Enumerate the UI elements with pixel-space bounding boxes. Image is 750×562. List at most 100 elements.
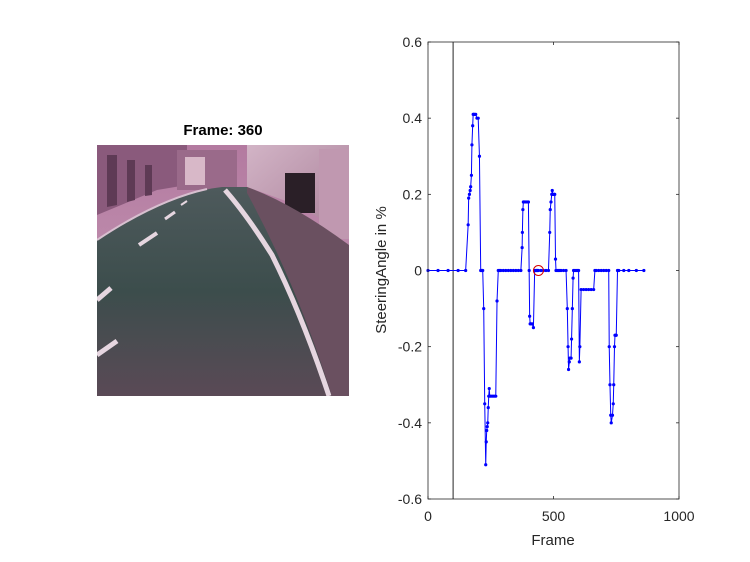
lane-dash	[97, 338, 119, 358]
right-lane-line	[223, 188, 332, 396]
data-point	[622, 268, 626, 273]
data-point	[468, 188, 472, 193]
data-point	[539, 268, 543, 273]
data-point	[520, 230, 524, 235]
left-buildings	[97, 145, 187, 215]
data-point	[494, 394, 498, 398]
data-point	[536, 268, 541, 273]
lane-dash	[180, 200, 188, 206]
data-point	[577, 360, 581, 364]
y-tick-label: -0.4	[398, 415, 422, 431]
data-point	[599, 268, 603, 273]
data-point	[482, 306, 486, 311]
data-point	[611, 402, 615, 406]
y-tick-label: 0.2	[403, 186, 423, 202]
data-point	[569, 337, 574, 341]
data-point	[528, 314, 532, 318]
right-floor	[247, 187, 349, 396]
data-point	[548, 230, 552, 235]
y-axis-label: SteeringAngle in %	[373, 206, 390, 334]
data-point	[501, 268, 505, 273]
data-point	[566, 345, 570, 349]
data-point	[471, 124, 475, 128]
frame-title: Frame: 360	[183, 122, 263, 139]
data-point	[579, 287, 583, 292]
data-point	[582, 287, 586, 292]
lane-dash	[97, 286, 113, 302]
data-point	[569, 356, 573, 360]
data-point	[436, 268, 440, 273]
data-point	[604, 268, 608, 273]
data-point	[634, 268, 638, 273]
data-point	[561, 268, 566, 273]
x-tick-label: 500	[542, 508, 566, 524]
data-point	[553, 257, 558, 261]
data-point	[548, 207, 552, 212]
data-point	[592, 287, 596, 292]
data-point	[467, 192, 472, 196]
data-point	[589, 287, 593, 292]
data-point	[553, 192, 557, 196]
data-point	[609, 421, 613, 425]
data-point	[520, 246, 524, 250]
current-frame-marker	[532, 265, 544, 276]
data-point	[617, 268, 621, 273]
data-point	[485, 425, 489, 429]
left-curb-line	[97, 188, 208, 241]
data-point	[608, 383, 612, 387]
data-point	[506, 268, 510, 273]
data-point	[521, 207, 525, 212]
data-point	[487, 386, 491, 391]
data-point	[531, 326, 536, 330]
data-point	[642, 268, 646, 273]
data-point	[464, 268, 468, 273]
data-point	[614, 333, 618, 337]
data-point	[486, 421, 490, 425]
y-tick-label: -0.6	[398, 491, 422, 507]
data-point	[565, 306, 569, 311]
right-dark-panel	[285, 173, 315, 213]
data-point	[511, 268, 515, 273]
series-layer	[426, 112, 646, 467]
data-point	[584, 287, 588, 292]
data-point	[476, 116, 480, 120]
data-point	[607, 268, 611, 273]
lane-dash	[164, 210, 176, 221]
data-point	[483, 402, 487, 406]
data-point	[527, 268, 531, 273]
data-point	[466, 223, 470, 227]
data-point	[484, 440, 488, 444]
data-point	[469, 185, 473, 189]
x-axis-label: Frame	[531, 532, 574, 549]
far-lights	[185, 157, 205, 185]
data-point	[530, 322, 534, 326]
data-point	[526, 200, 531, 204]
data-point	[612, 383, 616, 387]
right-pillar	[319, 149, 349, 239]
plot-box	[427, 41, 680, 500]
data-point	[467, 196, 471, 200]
lane-dash	[137, 231, 159, 247]
data-point	[514, 268, 518, 273]
data-point	[612, 345, 617, 349]
data-point	[519, 268, 523, 273]
data-point	[474, 112, 478, 116]
data-point	[516, 268, 520, 273]
data-point	[499, 268, 503, 273]
data-point	[587, 287, 591, 292]
y-tick-label: -0.2	[398, 339, 422, 355]
data-point	[550, 188, 554, 193]
data-point	[481, 268, 485, 273]
data-point	[564, 268, 568, 273]
camera-frame-image	[97, 145, 349, 396]
data-point	[470, 143, 474, 147]
data-point	[495, 299, 499, 303]
left-windows	[107, 155, 152, 207]
data-point	[446, 268, 450, 273]
data-point	[486, 406, 490, 410]
data-point	[544, 268, 548, 273]
data-point	[571, 276, 575, 280]
data-point	[509, 268, 513, 273]
